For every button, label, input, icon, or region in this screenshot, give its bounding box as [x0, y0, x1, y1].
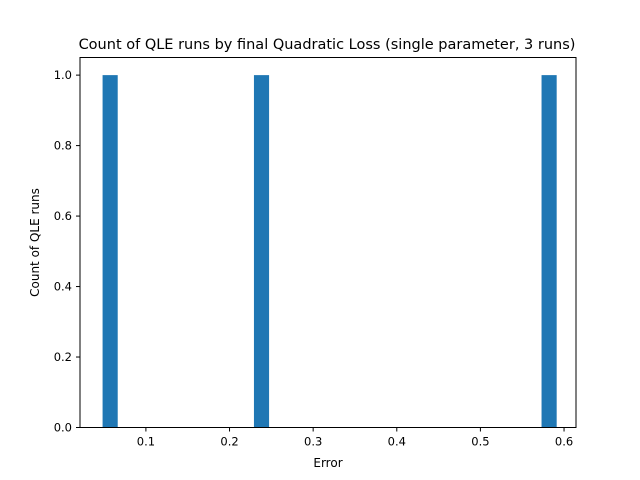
y-tick-label: 1.0 [54, 68, 72, 82]
bars-group [102, 75, 557, 428]
x-tick-label: 0.3 [304, 435, 322, 449]
bar-2 [253, 75, 270, 428]
chart-title: Count of QLE runs by final Quadratic Los… [79, 37, 576, 53]
y-axis-label: Count of QLE runs [28, 188, 42, 297]
y-axis-ticks: 0.0 0.2 0.4 0.6 0.8 1.0 [54, 68, 80, 435]
y-tick-label: 0.8 [54, 139, 72, 153]
x-tick-label: 0.2 [220, 435, 238, 449]
x-tick-label: 0.6 [555, 435, 573, 449]
x-tick-label: 0.1 [137, 435, 155, 449]
bar-1 [102, 75, 118, 428]
y-tick-label: 0.4 [54, 280, 72, 294]
y-tick-label: 0.0 [54, 421, 72, 435]
y-tick-label: 0.6 [54, 209, 72, 223]
x-axis-label: Error [313, 456, 342, 470]
x-tick-label: 0.5 [471, 435, 489, 449]
x-axis-ticks: 0.1 0.2 0.3 0.4 0.5 0.6 [137, 427, 573, 449]
x-tick-label: 0.4 [388, 435, 406, 449]
y-tick-label: 0.2 [54, 350, 72, 364]
bar-3 [541, 75, 557, 428]
plot-frame [79, 57, 577, 428]
